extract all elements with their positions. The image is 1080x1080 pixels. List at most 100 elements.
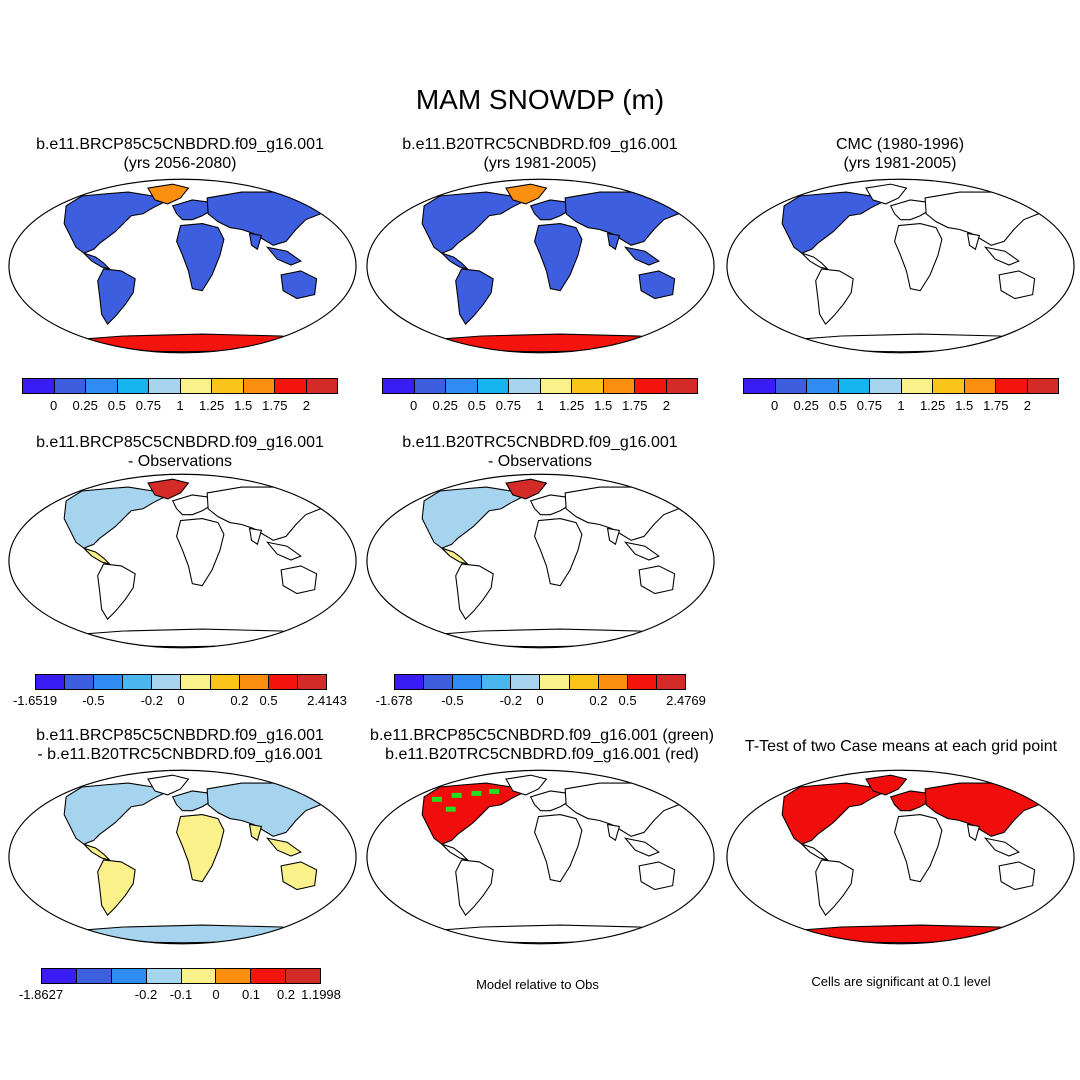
- colorbar-swatch: [395, 675, 425, 689]
- panel-1-title: b.e11.BRCP85C5CNBDRD.f09_g16.001 (yrs 20…: [0, 135, 360, 173]
- landmass-greenland: [147, 478, 190, 500]
- colorbar-panel-6: [41, 968, 321, 984]
- colorbar-swatch: [306, 379, 337, 393]
- colorbar-tick-label: 0: [49, 398, 58, 413]
- landmass-europe: [171, 790, 213, 812]
- landmass-samerica: [97, 563, 136, 621]
- landmass-greenland: [865, 774, 908, 796]
- landmass-greenland: [147, 774, 190, 796]
- map-outline: [8, 473, 357, 649]
- landmass-namerica: [781, 782, 884, 845]
- landmass-greenland: [505, 183, 548, 205]
- colorbar-panel-3-labels: 0 0.25 0.5 0.75 1 1.25 1.5 1.75 2: [743, 398, 1059, 414]
- colorbar-tick-label: 0: [770, 398, 779, 413]
- map-panel-3: [726, 178, 1075, 354]
- landmass-namerica: [781, 191, 884, 254]
- colorbar-tick-label: 0.25: [432, 398, 458, 413]
- map-panel-8: [726, 769, 1075, 945]
- colorbar-tick-label: 0.1: [241, 987, 261, 1002]
- landmass-australia: [280, 861, 318, 891]
- colorbar-tick-label: 1.5: [955, 398, 974, 413]
- colorbar-tick-label: 0.25: [72, 398, 98, 413]
- landmass-india: [966, 232, 981, 251]
- colorbar-tick-label: 0: [177, 693, 185, 708]
- panel-5-title-line1: b.e11.B20TRC5CNBDRD.f09_g16.001: [402, 434, 678, 451]
- panel-5-title-line2: - Observations: [487, 453, 593, 470]
- colorbar-tick-label: -1.678: [375, 693, 413, 708]
- green-cell: [471, 790, 482, 796]
- colorbar-tick-label: 1.75: [983, 398, 1009, 413]
- landmass-africa: [894, 814, 943, 883]
- landmass-samerica: [97, 859, 136, 917]
- landmass-europe: [889, 199, 931, 221]
- landmass-samerica: [815, 859, 854, 917]
- panel-4-title: b.e11.BRCP85C5CNBDRD.f09_g16.001 - Obser…: [0, 433, 360, 471]
- colorbar-swatch: [65, 675, 95, 689]
- landmass-india: [248, 823, 263, 842]
- landmass-africa: [176, 223, 225, 292]
- landmass-camerica: [441, 252, 470, 270]
- panel-3-title: CMC (1980-1996) (yrs 1981-2005): [720, 135, 1080, 173]
- panel-3-title-line2: (yrs 1981-2005): [843, 155, 957, 172]
- landmass-africa: [894, 223, 943, 292]
- colorbar-swatch: [870, 379, 902, 393]
- landmass-australia: [280, 565, 318, 595]
- landmass-europe: [171, 494, 213, 516]
- map-outline: [726, 178, 1075, 354]
- colorbar-tick-label: 1.25: [919, 398, 946, 413]
- colorbar-swatch: [572, 379, 604, 393]
- landmass-australia: [638, 861, 676, 891]
- landmass-namerica: [63, 486, 166, 549]
- landmass-seasia: [265, 541, 302, 561]
- colorbar-tick-label: 1.25: [198, 398, 225, 413]
- landmass-seasia: [265, 837, 302, 857]
- colorbar-swatch: [86, 379, 118, 393]
- colorbar-tick-label: -0.1: [169, 987, 193, 1002]
- landmass-greenland: [505, 774, 548, 796]
- colorbar-swatch: [251, 969, 287, 983]
- panel-6-title: b.e11.BRCP85C5CNBDRD.f09_g16.001 - b.e11…: [0, 726, 360, 764]
- colorbar-tick-label: 1.25: [558, 398, 585, 413]
- model-relative-note: Model relative to Obs: [476, 977, 599, 992]
- colorbar-swatch: [180, 379, 212, 393]
- colorbar-tick-label: 2: [1023, 398, 1032, 413]
- colorbar-swatch: [181, 675, 211, 689]
- colorbar-tick-label: -0.5: [82, 693, 105, 708]
- colorbar-swatch: [94, 675, 124, 689]
- colorbar-swatch: [482, 675, 512, 689]
- colorbar-swatch: [152, 675, 182, 689]
- panel-2-title-line2: (yrs 1981-2005): [483, 155, 597, 172]
- colorbar-panel-5: [394, 674, 686, 690]
- landmass-africa: [176, 814, 225, 883]
- colorbar-tick-label: 2: [662, 398, 671, 413]
- colorbar-tick-label: -1.6519: [12, 693, 58, 708]
- colorbar-swatch: [239, 675, 269, 689]
- colorbar-tick-label: 1.75: [622, 398, 648, 413]
- colorbar-swatch: [627, 675, 657, 689]
- colorbar-swatch: [54, 379, 86, 393]
- landmass-camerica: [441, 843, 470, 861]
- colorbar-swatch: [509, 379, 541, 393]
- landmass-india: [248, 232, 263, 251]
- green-cell: [445, 806, 456, 812]
- colorbar-tick-label: -1.8627: [18, 987, 64, 1002]
- map-panel-6: [8, 769, 357, 945]
- colorbar-tick-label: -0.5: [441, 693, 464, 708]
- significance-note: Cells are significant at 0.1 level: [811, 974, 991, 989]
- colorbar-tick-label: -0.2: [140, 693, 163, 708]
- colorbar-tick-label: 0.25: [793, 398, 819, 413]
- landmass-india: [606, 527, 621, 546]
- colorbar-swatch: [540, 675, 570, 689]
- colorbar-swatch: [656, 675, 685, 689]
- colorbar-swatch: [453, 675, 483, 689]
- map-outline: [726, 769, 1075, 945]
- landmass-namerica: [63, 782, 166, 845]
- colorbar-panel-3: [743, 378, 1059, 394]
- green-cell: [432, 796, 442, 802]
- colorbar-swatch: [76, 969, 112, 983]
- colorbar-tick-label: 1: [897, 398, 905, 413]
- map-outline: [366, 769, 715, 945]
- colorbar-tick-label: 0.5: [828, 398, 847, 413]
- colorbar-tick-label: 2: [302, 398, 311, 413]
- colorbar-swatch: [540, 379, 572, 393]
